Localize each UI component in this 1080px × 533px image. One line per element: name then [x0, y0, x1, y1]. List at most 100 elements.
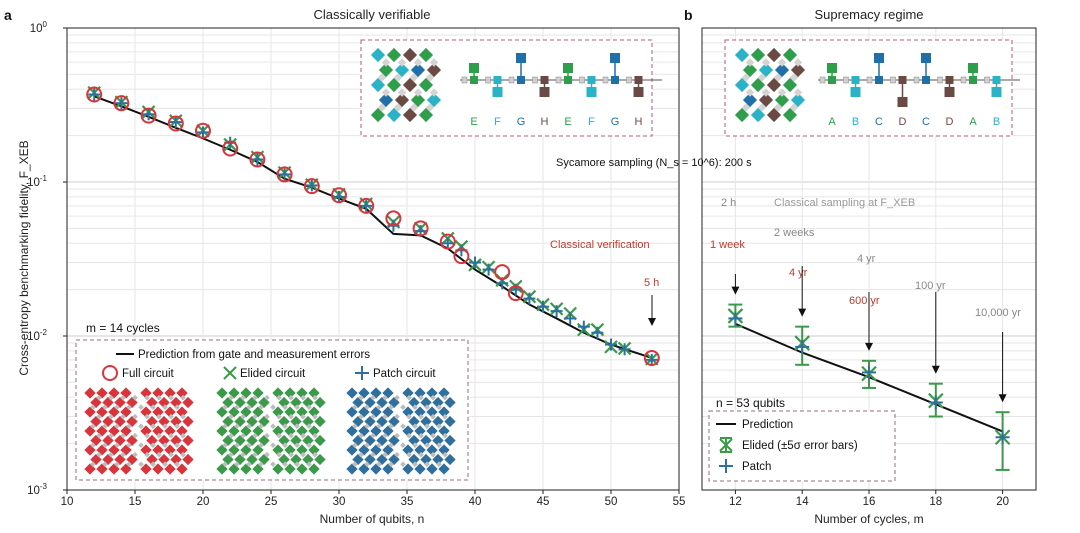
lattice-qubit — [302, 434, 314, 447]
panel-b-qubits-label: n = 53 qubits — [716, 396, 785, 410]
lattice-coupler — [300, 394, 306, 401]
y-tick-exponent: 0 — [43, 20, 48, 29]
lattice-qubit — [426, 387, 438, 399]
classical-sampling-label: Classical sampling at F_XEB — [774, 197, 915, 209]
x-tick-label: 40 — [469, 496, 482, 508]
lattice-coupler — [370, 394, 376, 401]
lattice-coupler — [376, 404, 382, 411]
legend-full-marker — [102, 365, 118, 381]
lattice-coupler — [358, 394, 364, 401]
lattice-coupler — [150, 404, 156, 411]
lattice-coupler — [406, 413, 412, 420]
lattice-qubit — [152, 387, 164, 399]
lattice-coupler — [394, 451, 400, 458]
inset-qubit — [742, 62, 758, 78]
chain-qubit-box — [945, 76, 954, 84]
chain-letter: B — [852, 116, 859, 128]
lattice-coupler — [132, 432, 138, 439]
lattice-coupler — [180, 451, 186, 458]
lattice-coupler — [294, 442, 300, 449]
full-circuit-point — [453, 248, 470, 265]
lattice-coupler — [252, 394, 258, 401]
lattice-coupler — [270, 423, 276, 430]
inset-qubit — [782, 77, 798, 93]
lattice-qubit — [408, 434, 420, 447]
lattice-coupler — [144, 413, 150, 420]
lattice-qubit — [296, 406, 308, 418]
lattice-coupler — [358, 432, 364, 439]
lattice-qubit — [308, 425, 320, 437]
inset-qubit — [734, 47, 750, 63]
lattice-coupler — [234, 461, 240, 468]
lattice-qubit — [182, 396, 194, 409]
inset-coupler — [409, 73, 419, 82]
chain-coupler-box — [610, 53, 620, 63]
chain-coupler-box — [874, 53, 884, 63]
chain-qubit-box — [611, 76, 619, 84]
inset-coupler — [397, 88, 407, 97]
panel-a-legend-box — [75, 339, 469, 481]
inset-qubit — [750, 47, 766, 63]
chain-single-gate — [508, 76, 515, 84]
lattice-coupler — [312, 394, 318, 401]
x-tick-label: 12 — [729, 496, 742, 508]
chain-single-gate — [960, 76, 967, 84]
lattice-qubit — [314, 415, 326, 428]
lattice-qubit — [302, 453, 314, 466]
chain-qubit-box — [922, 76, 930, 84]
lattice-coupler — [370, 413, 376, 420]
lattice-coupler — [306, 442, 312, 449]
inset-qubit — [386, 107, 402, 123]
lattice-coupler — [282, 404, 288, 411]
lattice-qubit — [164, 425, 176, 437]
lattice-qubit — [176, 387, 188, 399]
lattice-coupler — [222, 461, 228, 468]
panel-a-letter: a — [4, 7, 12, 23]
lattice-qubit — [140, 463, 152, 475]
lattice-coupler — [436, 423, 442, 430]
lattice-coupler — [138, 423, 144, 430]
lattice-qubit — [438, 425, 450, 437]
lattice-coupler — [96, 432, 102, 439]
inset-coupler — [393, 73, 403, 82]
lattice-coupler — [442, 394, 448, 401]
sycamore-sampling-label: Sycamore sampling (N_s = 10^6): 200 s — [556, 157, 752, 169]
lattice-coupler — [234, 404, 240, 411]
lattice-coupler — [246, 461, 252, 468]
lattice-qubit — [146, 434, 158, 447]
lattice-coupler — [418, 413, 424, 420]
inset-qubit — [426, 92, 442, 108]
lattice-coupler — [394, 394, 400, 401]
lattice-coupler — [222, 423, 228, 430]
lattice-qubit — [272, 425, 284, 437]
lattice-qubit — [164, 387, 176, 399]
lattice-coupler — [418, 451, 424, 458]
lattice-qubit — [414, 444, 426, 456]
inset-qubit — [410, 62, 426, 78]
full-circuit-point — [195, 122, 211, 139]
inset-qubit — [370, 47, 386, 63]
chain-coupler-box — [516, 53, 526, 63]
patch-point — [169, 116, 182, 129]
inset-qubit — [774, 92, 790, 108]
lattice-qubit — [182, 453, 194, 466]
lattice-coupler — [276, 432, 282, 439]
lattice-qubit — [170, 396, 182, 409]
lattice-coupler — [418, 394, 424, 401]
lattice-coupler — [228, 394, 234, 401]
y-tick-exponent: -3 — [40, 482, 48, 491]
chain-single-gate — [866, 76, 873, 84]
annotation-arrowhead — [731, 286, 740, 295]
lattice-coupler — [252, 413, 258, 420]
patch-point — [441, 237, 454, 250]
lattice-qubit — [272, 463, 284, 475]
x-tick-label: 45 — [537, 496, 550, 508]
lattice-coupler — [108, 394, 114, 401]
lattice-coupler — [168, 451, 174, 458]
inset-qubit — [394, 92, 410, 108]
panel-a-title: Classically verifiable — [313, 7, 430, 22]
lattice-coupler — [264, 394, 270, 401]
chain-letter: E — [470, 116, 477, 128]
inset-coupler — [429, 88, 439, 97]
lattice-coupler — [258, 423, 264, 430]
